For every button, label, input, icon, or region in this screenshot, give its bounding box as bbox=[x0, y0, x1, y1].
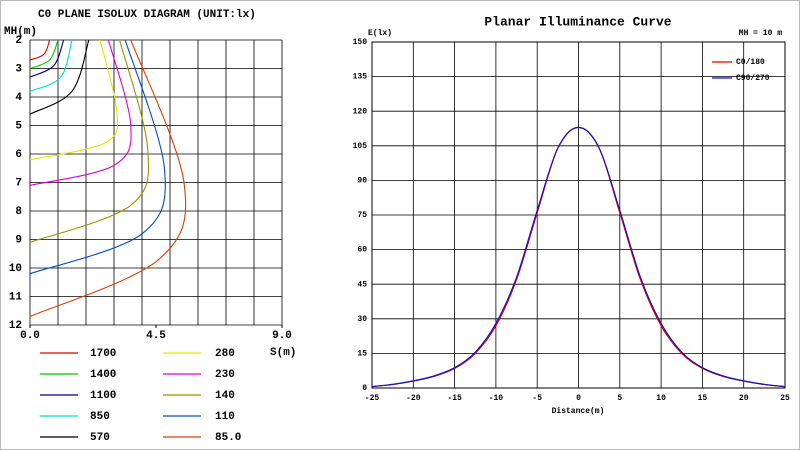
isolux-contour bbox=[29, 39, 51, 61]
legend-label: 570 bbox=[90, 432, 110, 444]
x-tick-label: 0.0 bbox=[20, 330, 40, 342]
isolux-contour bbox=[29, 39, 119, 161]
x-tick-label: 9.0 bbox=[272, 330, 292, 342]
y-tick-label: 9 bbox=[15, 234, 22, 246]
y-tick-label: 11 bbox=[9, 291, 23, 303]
x-tick-label: 4.5 bbox=[146, 330, 166, 342]
isolux-contour bbox=[29, 39, 150, 243]
y-axis-label: MH(m) bbox=[4, 26, 37, 38]
curve-panel: Planar Illuminance Curve E(lx) MH = 10 m… bbox=[353, 14, 790, 416]
y-tick-label: 12 bbox=[9, 320, 22, 332]
x-tick-label: 25 bbox=[780, 394, 790, 403]
x-tick-label: -15 bbox=[447, 394, 462, 403]
y-tick-label: 30 bbox=[357, 315, 367, 324]
y-tick-label: 15 bbox=[357, 350, 367, 359]
legend-label: 110 bbox=[215, 411, 235, 423]
y-tick-label: 135 bbox=[353, 73, 368, 82]
legend-label: 280 bbox=[215, 348, 235, 360]
y-tick-label: 60 bbox=[357, 246, 367, 255]
legend-label: C90/270 bbox=[736, 74, 770, 83]
y-axis-label: E(lx) bbox=[368, 29, 392, 38]
x-tick-label: 15 bbox=[698, 394, 708, 403]
isolux-contour bbox=[29, 39, 73, 92]
isolux-contour bbox=[29, 39, 65, 78]
chart-title: C0 PLANE ISOLUX DIAGRAM (UNIT:lx) bbox=[38, 9, 256, 21]
legend-label: 1400 bbox=[90, 369, 116, 381]
isolux-contour bbox=[29, 39, 59, 70]
x-tick-label: 10 bbox=[656, 394, 666, 403]
y-tick-label: 90 bbox=[357, 177, 367, 186]
chart-subtitle: MH = 10 m bbox=[739, 29, 782, 38]
x-axis-label: Distance(m) bbox=[552, 407, 605, 416]
y-tick-label: 4 bbox=[15, 92, 22, 104]
y-tick-label: 105 bbox=[353, 142, 368, 151]
x-tick-label: -5 bbox=[532, 394, 542, 403]
y-tick-label: 150 bbox=[353, 38, 368, 47]
y-tick-label: 2 bbox=[15, 35, 22, 47]
y-tick-label: 10 bbox=[9, 263, 22, 275]
legend-label: 1700 bbox=[90, 348, 116, 360]
legend-label: 140 bbox=[215, 390, 235, 402]
legend-label: C0/180 bbox=[736, 58, 765, 67]
illuminance-line bbox=[371, 126, 786, 388]
isolux-panel: C0 PLANE ISOLUX DIAGRAM (UNIT:lx) MH(m) … bbox=[4, 9, 296, 444]
y-tick-label: 7 bbox=[15, 177, 22, 189]
isolux-contour bbox=[29, 39, 187, 317]
isolux-contour bbox=[29, 39, 132, 186]
y-tick-label: 0 bbox=[362, 384, 367, 393]
x-tick-label: 20 bbox=[739, 394, 749, 403]
y-tick-label: 5 bbox=[15, 120, 22, 132]
x-tick-label: -20 bbox=[406, 394, 421, 403]
x-tick-label: 5 bbox=[617, 394, 622, 403]
plot-frame bbox=[371, 41, 786, 389]
y-tick-label: 120 bbox=[353, 107, 368, 116]
x-axis-label: S(m) bbox=[270, 347, 296, 359]
legend-label: 230 bbox=[215, 369, 235, 381]
y-tick-label: 45 bbox=[357, 280, 367, 289]
y-tick-label: 75 bbox=[357, 211, 367, 220]
y-tick-label: 8 bbox=[15, 206, 22, 218]
y-tick-label: 3 bbox=[15, 63, 22, 75]
x-tick-label: -10 bbox=[489, 394, 504, 403]
x-tick-label: -25 bbox=[365, 394, 380, 403]
legend-label: 1100 bbox=[90, 390, 116, 402]
legend-label: 85.0 bbox=[215, 432, 241, 444]
isolux-contour bbox=[29, 39, 90, 115]
chart-title: Planar Illuminance Curve bbox=[484, 14, 671, 29]
legend-label: 850 bbox=[90, 411, 110, 423]
isolux-contour bbox=[29, 39, 166, 275]
y-tick-label: 6 bbox=[15, 149, 22, 161]
x-tick-label: 0 bbox=[576, 394, 581, 403]
